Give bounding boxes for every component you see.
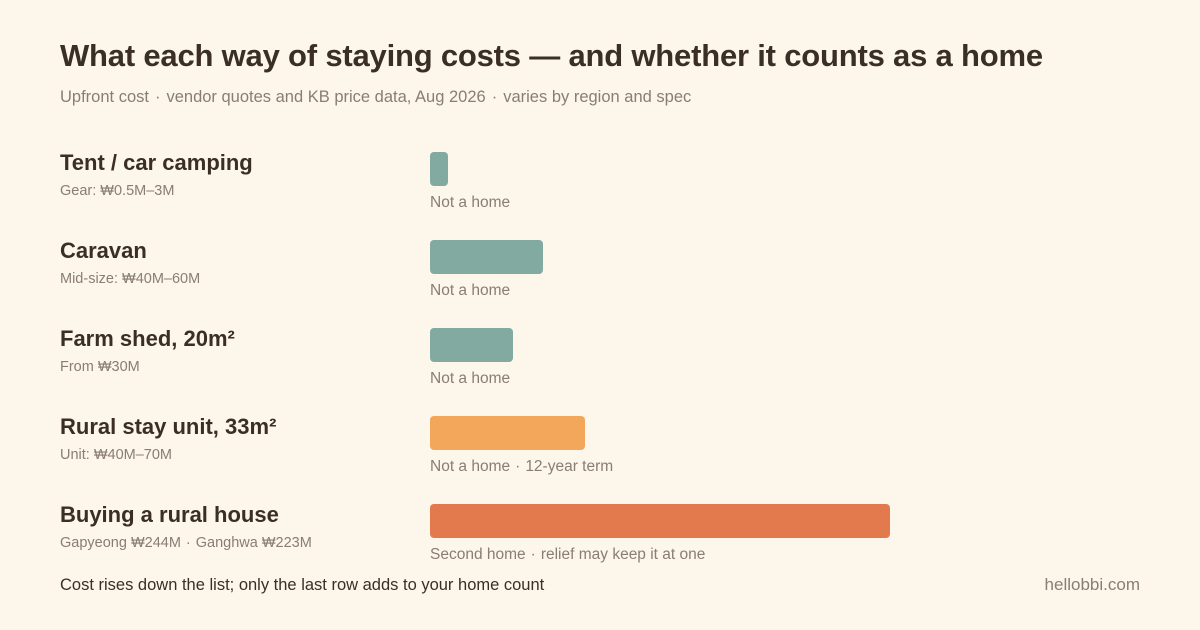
- note-text: Second home: [430, 546, 526, 563]
- note-text: Not a home: [430, 194, 511, 211]
- row-label: Rural stay unit, 33m²: [60, 414, 277, 439]
- subtitle-part: vendor quotes and KB price data, Aug 202…: [166, 88, 486, 106]
- note-text: Not a home: [430, 370, 511, 387]
- subtitle-separator: ·: [154, 88, 161, 106]
- row-detail: Gear: ₩0.5M–3M: [60, 183, 174, 199]
- bar: [430, 328, 513, 362]
- detail-text: Ganghwa ₩223M: [195, 535, 312, 551]
- bar: [430, 152, 448, 186]
- detail-text: Gear: ₩0.5M–3M: [60, 183, 175, 199]
- bar: [430, 504, 890, 538]
- note-text: relief may keep it at one: [540, 546, 706, 563]
- detail-text: Gapyeong ₩244M: [60, 535, 181, 551]
- bar-row: Caravan Mid-size: ₩40M–60M Not a home: [0, 238, 1200, 328]
- subtitle-part: varies by region and spec: [503, 88, 692, 106]
- row-detail: Unit: ₩40M–70M: [60, 447, 172, 463]
- chart-title: What each way of staying costs — and whe…: [60, 38, 1043, 73]
- row-note: Not a home · 12-year term: [430, 458, 613, 476]
- row-detail: Mid-size: ₩40M–60M: [60, 271, 200, 287]
- row-detail: From ₩30M: [60, 359, 140, 375]
- detail-text: From ₩30M: [60, 359, 140, 375]
- note-text: 12-year term: [525, 458, 614, 475]
- note-text: Not a home: [430, 458, 511, 475]
- row-label: Tent / car camping: [60, 150, 253, 175]
- row-detail: Gapyeong ₩244M · Ganghwa ₩223M: [60, 535, 312, 551]
- row-label: Buying a rural house: [60, 502, 279, 527]
- detail-text: Unit: ₩40M–70M: [60, 447, 173, 463]
- chart-subtitle: Upfront cost · vendor quotes and KB price …: [60, 88, 691, 107]
- bar-row: Buying a rural house Gapyeong ₩244M · Gangh…: [0, 502, 1200, 592]
- row-note: Second home · relief may keep it at one: [430, 546, 705, 564]
- bar: [430, 416, 585, 450]
- row-note: Not a home: [430, 370, 510, 388]
- bar-row: Rural stay unit, 33m² Unit: ₩40M–70M Not a…: [0, 414, 1200, 504]
- row-label: Farm shed, 20m²: [60, 326, 235, 351]
- subtitle-separator: ·: [491, 88, 498, 106]
- note-separator: ·: [530, 546, 536, 563]
- row-note: Not a home: [430, 194, 510, 212]
- detail-text: Mid-size: ₩40M–60M: [60, 271, 201, 287]
- note-text: Not a home: [430, 282, 511, 299]
- bar: [430, 240, 543, 274]
- bar-row: Farm shed, 20m² From ₩30M Not a home: [0, 326, 1200, 416]
- note-separator: ·: [515, 458, 521, 475]
- row-label: Caravan: [60, 238, 147, 263]
- subtitle-part: Upfront cost: [60, 88, 149, 106]
- chart-footer-note: Cost rises down the list; only the last …: [60, 576, 545, 594]
- bar-row: Tent / car camping Gear: ₩0.5M–3M Not a ho…: [0, 150, 1200, 240]
- brand-link[interactable]: hellobbi.com: [1044, 575, 1140, 594]
- row-note: Not a home: [430, 282, 510, 300]
- detail-separator: ·: [185, 535, 191, 551]
